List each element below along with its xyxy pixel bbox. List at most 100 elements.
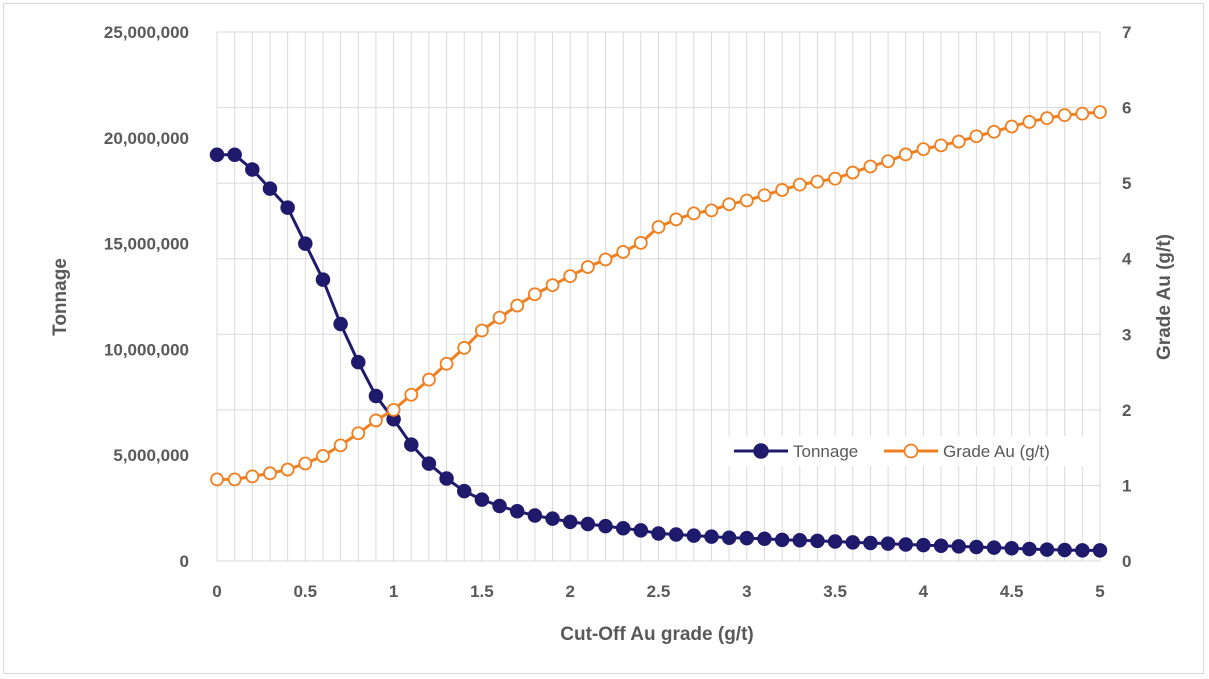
tonnage-point bbox=[474, 492, 490, 507]
y2-tick-label: 7 bbox=[1122, 23, 1131, 42]
grade-point bbox=[704, 203, 719, 218]
tonnage-point bbox=[933, 538, 949, 554]
grade-point bbox=[492, 310, 507, 325]
tonnage-point bbox=[562, 514, 578, 530]
tonnage-point bbox=[633, 523, 649, 538]
grade-point bbox=[439, 356, 454, 371]
tonnage-point bbox=[774, 532, 790, 548]
y-axis-title: Tonnage bbox=[50, 258, 71, 336]
y-tick-label: 15,000,000 bbox=[104, 235, 189, 254]
chart-frame bbox=[3, 3, 1204, 674]
grade-point bbox=[545, 278, 560, 293]
tonnage-point bbox=[986, 540, 1002, 555]
tonnage-point bbox=[262, 181, 278, 196]
grade-point bbox=[1004, 119, 1019, 134]
y2-axis-title: Grade Au (g/t) bbox=[1154, 234, 1175, 360]
x-tick-label: 4.5 bbox=[1000, 582, 1024, 601]
grade-point bbox=[563, 269, 578, 283]
grade-point bbox=[227, 472, 242, 487]
tonnage-point bbox=[492, 498, 507, 514]
grade-point bbox=[369, 413, 383, 428]
legend-grade-marker bbox=[903, 443, 919, 459]
tonnage-point bbox=[245, 162, 260, 177]
tonnage-point bbox=[668, 527, 684, 542]
tonnage-point bbox=[757, 531, 772, 547]
grade-point bbox=[934, 138, 948, 153]
grade-point bbox=[510, 298, 525, 313]
y2-tick-label: 4 bbox=[1122, 250, 1132, 269]
series-layer bbox=[209, 105, 1108, 558]
tonnage-point bbox=[739, 530, 755, 546]
legend-grade-label: Grade Au (g/t) bbox=[943, 442, 1050, 461]
grade-point bbox=[881, 154, 895, 169]
tonnage-point bbox=[280, 200, 295, 215]
x-tick-label: 2 bbox=[565, 582, 574, 601]
tonnage-point bbox=[580, 516, 596, 532]
tonnage-point bbox=[209, 147, 225, 162]
grade-point bbox=[651, 220, 666, 234]
x-tick-label: 0 bbox=[212, 582, 221, 601]
y-tick-label: 20,000,000 bbox=[104, 129, 189, 148]
grade-point bbox=[263, 466, 277, 481]
gridlines bbox=[216, 31, 1101, 562]
grade-point bbox=[457, 340, 472, 355]
y-tick-label: 0 bbox=[180, 552, 189, 571]
tonnage-point bbox=[298, 236, 313, 251]
grade-point bbox=[386, 402, 401, 417]
grade-point bbox=[845, 165, 860, 180]
tonnage-point bbox=[1075, 543, 1090, 558]
tonnage-point bbox=[651, 526, 666, 541]
x-tick-label: 1 bbox=[389, 582, 398, 601]
tonnage-point bbox=[1039, 542, 1055, 557]
x-axis-title: Cut-Off Au grade (g/t) bbox=[560, 624, 753, 645]
tonnage-point bbox=[598, 518, 613, 534]
tonnage-point bbox=[1092, 543, 1108, 558]
grade-point bbox=[404, 387, 419, 402]
tonnage-point bbox=[509, 504, 525, 519]
grade-point bbox=[916, 142, 931, 157]
tonnage-point bbox=[404, 437, 419, 452]
grade-point bbox=[757, 188, 772, 203]
tonnage-point bbox=[686, 528, 702, 543]
tonnage-point bbox=[351, 354, 366, 370]
tonnage-point bbox=[845, 535, 861, 550]
grade-point bbox=[316, 449, 330, 463]
y2-tick-label: 0 bbox=[1122, 552, 1131, 571]
legend-tonnage-marker bbox=[753, 443, 769, 459]
tonnage-point bbox=[898, 537, 913, 552]
grade-point bbox=[1075, 106, 1090, 121]
tonnage-point bbox=[421, 456, 437, 471]
y2-tick-label: 5 bbox=[1122, 174, 1131, 193]
grade-point bbox=[598, 252, 613, 267]
y2-tick-label: 2 bbox=[1122, 401, 1131, 420]
grade-point bbox=[792, 177, 807, 192]
grade-point bbox=[775, 183, 790, 197]
grade-point bbox=[686, 206, 701, 221]
tonnage-point bbox=[315, 272, 331, 287]
x-tick-label: 4 bbox=[919, 582, 929, 601]
tonnage-point bbox=[863, 535, 878, 551]
tick-labels: 0 0.5 1 1.5 2 2.5 3 3.5 4 4.5 505,000,00010,000,00… bbox=[104, 23, 1132, 601]
y-tick-label: 25,000,000 bbox=[104, 23, 189, 42]
tonnage-point bbox=[880, 536, 896, 551]
y-tick-label: 5,000,000 bbox=[113, 446, 189, 465]
grade-point bbox=[1057, 108, 1072, 123]
grade-point bbox=[210, 472, 224, 487]
y2-tick-label: 6 bbox=[1122, 99, 1131, 118]
grade-point bbox=[669, 212, 684, 227]
tonnage-point bbox=[827, 534, 843, 549]
y-tick-label: 10,000,000 bbox=[104, 340, 189, 359]
legend-tonnage-label: Tonnage bbox=[793, 442, 858, 461]
tonnage-point bbox=[704, 529, 719, 544]
x-tick-label: 2.5 bbox=[647, 582, 671, 601]
tonnage-point bbox=[1004, 541, 1019, 556]
x-tick-label: 0.5 bbox=[293, 582, 317, 601]
tonnage-point bbox=[951, 539, 966, 554]
grade-point bbox=[1040, 111, 1054, 126]
tonnage-point bbox=[969, 539, 984, 555]
grade-point bbox=[351, 426, 366, 441]
grade-point bbox=[951, 134, 966, 149]
tonnage-point bbox=[810, 533, 825, 549]
tonnage-point bbox=[916, 537, 931, 553]
grade-point bbox=[298, 456, 313, 471]
